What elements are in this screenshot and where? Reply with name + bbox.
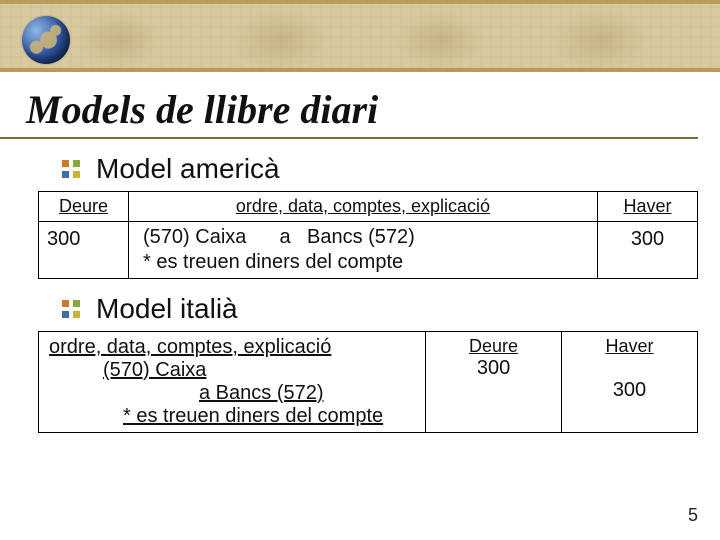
page-number: 5 bbox=[688, 505, 698, 526]
bullet-icon bbox=[62, 160, 80, 178]
cell-italia-deure: Deure 300 bbox=[426, 332, 562, 433]
cell-italia-haver: Haver 300 bbox=[562, 332, 698, 433]
account-left: (570) Caixa bbox=[143, 226, 263, 249]
page-title: Models de llibre diari bbox=[0, 72, 698, 139]
cell-italia-block: ordre, data, comptes, explicació (570) C… bbox=[39, 332, 426, 433]
connector: a bbox=[263, 226, 307, 249]
cell-haver-value: 300 bbox=[598, 222, 698, 279]
globe-icon bbox=[22, 16, 70, 64]
italia-line1: (570) Caixa bbox=[49, 359, 417, 382]
table-italia: ordre, data, comptes, explicació (570) C… bbox=[38, 331, 698, 433]
bullet-icon bbox=[62, 300, 80, 318]
italia-deure-value: 300 bbox=[434, 357, 553, 380]
heading-america-text: Model americà bbox=[96, 153, 280, 185]
col-left-header: ordre, data, comptes, explicació bbox=[49, 336, 417, 359]
cell-deure-value: 300 bbox=[39, 222, 129, 279]
col-deure-header: Deure bbox=[39, 192, 129, 222]
col-deure-header-2: Deure bbox=[434, 336, 553, 357]
heading-america: Model americà bbox=[62, 153, 694, 185]
entry-note: * es treuen diners del compte bbox=[143, 249, 589, 274]
banner bbox=[0, 0, 720, 72]
content-area: Model americà Deure ordre, data, comptes… bbox=[0, 139, 720, 433]
account-right: Bancs (572) bbox=[307, 226, 415, 249]
col-haver-header: Haver bbox=[598, 192, 698, 222]
italia-haver-value: 300 bbox=[570, 379, 689, 402]
table-america: Deure ordre, data, comptes, explicació H… bbox=[38, 191, 698, 279]
heading-italia-text: Model italià bbox=[96, 293, 238, 325]
heading-italia: Model italià bbox=[62, 293, 694, 325]
cell-entry: (570) Caixa a Bancs (572) * es treuen di… bbox=[129, 222, 598, 279]
col-middle-header: ordre, data, comptes, explicació bbox=[129, 192, 598, 222]
italia-line2: a Bancs (572) bbox=[49, 382, 417, 405]
col-haver-header-2: Haver bbox=[570, 336, 689, 357]
italia-line3: * es treuen diners del compte bbox=[49, 405, 417, 428]
